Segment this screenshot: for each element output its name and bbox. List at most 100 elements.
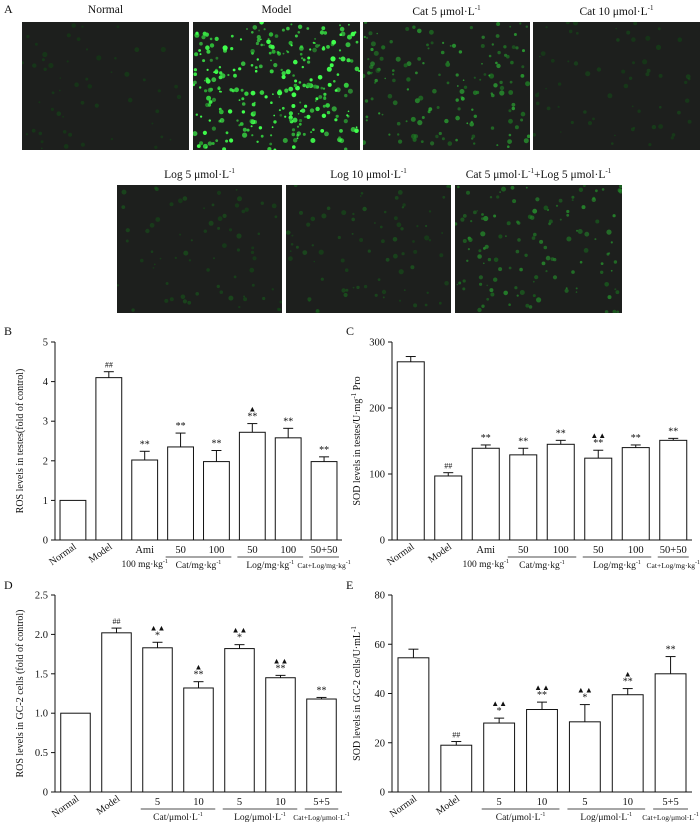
x-tick-label: Normal <box>50 793 82 820</box>
bar <box>526 709 558 793</box>
y-tick-label: 1 <box>43 496 48 507</box>
significance-mark: * <box>497 706 502 717</box>
y-tick-label: 0 <box>43 536 48 547</box>
chart-sod-testes: 0 100 200 300 SOD levels in testes/U·mg-1 Pr… <box>350 338 700 572</box>
significance-mark: ▲▲ <box>534 683 550 692</box>
significance-mark: ** <box>194 670 204 681</box>
y-tick-label: 0.5 <box>35 748 48 759</box>
y-tick-label: 1.5 <box>35 669 48 680</box>
y-axis-label: SOD levels in testes/U·mg-1 Pro <box>350 376 363 505</box>
y-tick-label: 80 <box>375 591 386 602</box>
y-tick-label: 0 <box>380 536 385 547</box>
significance-mark: ▲▲ <box>232 626 248 635</box>
y-tick-label: 20 <box>375 738 386 749</box>
significance-mark: ** <box>211 439 221 450</box>
y-tick-label: 200 <box>369 404 385 415</box>
x-tick-label: 50 <box>247 545 258 556</box>
group-label: Log/μmol·L-1 <box>234 812 286 823</box>
bar <box>440 744 473 793</box>
panel-label-b: B <box>4 324 13 338</box>
group-label: Cat/μmol·L-1 <box>153 812 203 823</box>
significance-mark: ▲▲ <box>491 699 507 708</box>
x-tick-label: 10 <box>537 797 548 808</box>
y-tick-label: 0 <box>43 788 48 799</box>
x-tick-label: 50+50 <box>660 545 687 556</box>
micrograph-title: Log 10 μmol·L-1 <box>330 167 407 181</box>
bar <box>434 475 463 541</box>
bar <box>142 647 173 793</box>
x-tick-label: 5 <box>497 797 502 808</box>
x-tick-label: 100 <box>280 545 296 556</box>
x-tick-label: 5+5 <box>313 797 329 808</box>
x-tick-label: Normal <box>388 793 420 820</box>
micrograph-title: Log 5 μmol·L-1 <box>164 167 235 181</box>
y-tick-label: 2.0 <box>35 630 48 641</box>
significance-mark: ▲ <box>248 405 256 414</box>
significance-mark: ** <box>317 685 327 696</box>
significance-mark: * <box>155 630 160 641</box>
significance-mark: ▲▲ <box>577 686 593 695</box>
y-tick-label: 0 <box>380 788 385 799</box>
x-tick-label: 10 <box>622 797 633 808</box>
x-tick-label: 100 <box>553 545 569 556</box>
x-tick-label: Ami <box>476 545 495 556</box>
bar <box>546 443 575 541</box>
bar <box>611 694 644 793</box>
y-tick-label: 300 <box>369 338 385 349</box>
chart-ros-testes: 0 1 2 3 4 5 ROS levels in testes(fold of contr… <box>15 338 351 572</box>
group-label: Log/μmol·L-1 <box>580 812 632 823</box>
micrograph-image <box>533 22 700 150</box>
significance-mark: ** <box>631 433 641 444</box>
y-tick-label: 4 <box>43 377 49 388</box>
bar <box>274 437 302 541</box>
significance-mark: ** <box>666 645 676 656</box>
significance-mark: ** <box>593 438 603 449</box>
significance-mark: * <box>582 693 587 704</box>
group-label: Log/mg·kg-1 <box>593 560 641 571</box>
bar <box>95 377 123 541</box>
panel-label-a: A <box>4 2 13 16</box>
micrograph-image <box>286 185 451 313</box>
significance-mark: ** <box>176 421 186 432</box>
significance-mark: ** <box>537 690 547 701</box>
bar <box>224 648 255 793</box>
y-tick-label: 5 <box>43 338 48 349</box>
bar <box>167 446 194 541</box>
bar <box>621 447 650 541</box>
x-tick-label: Model <box>87 541 115 565</box>
y-tick-label: 100 <box>369 470 385 481</box>
significance-mark: ** <box>481 433 491 444</box>
x-tick-label: 50 <box>593 545 604 556</box>
micrograph-image <box>363 22 530 150</box>
significance-mark: ** <box>668 426 678 437</box>
bar <box>101 632 132 793</box>
micrograph-image <box>22 22 189 150</box>
y-tick-label: 2 <box>43 456 48 467</box>
bar <box>483 722 516 793</box>
group-label: 100 mg·kg-1 <box>121 559 167 570</box>
x-tick-label: Model <box>95 793 123 817</box>
bar <box>396 361 425 541</box>
significance-mark: ▲▲ <box>273 656 289 665</box>
significance-mark: ** <box>276 663 286 674</box>
micrograph-title: Cat 5 μmol·L-1 <box>412 4 481 18</box>
bar <box>238 431 266 541</box>
significance-mark: ** <box>623 677 633 688</box>
bar <box>265 677 296 793</box>
micrograph-image <box>455 185 622 313</box>
y-axis-label: ROS levels in testes(fold of control) <box>15 369 26 514</box>
x-tick-label: 50 <box>175 545 186 556</box>
x-tick-label: 5+5 <box>662 797 678 808</box>
x-tick-label: 10 <box>275 797 286 808</box>
x-tick-label: Normal <box>385 541 417 568</box>
x-tick-label: Ami <box>135 545 154 556</box>
x-tick-label: 5 <box>237 797 242 808</box>
significance-mark: ▲▲ <box>150 623 166 632</box>
x-tick-label: Model <box>426 541 454 565</box>
significance-mark: ▲ <box>624 670 632 679</box>
significance-mark: * <box>237 633 242 644</box>
y-tick-label: 3 <box>43 417 48 428</box>
significance-mark: ** <box>140 439 150 450</box>
y-tick-label: 2.5 <box>35 591 48 602</box>
micrograph-title: Normal <box>87 4 124 16</box>
